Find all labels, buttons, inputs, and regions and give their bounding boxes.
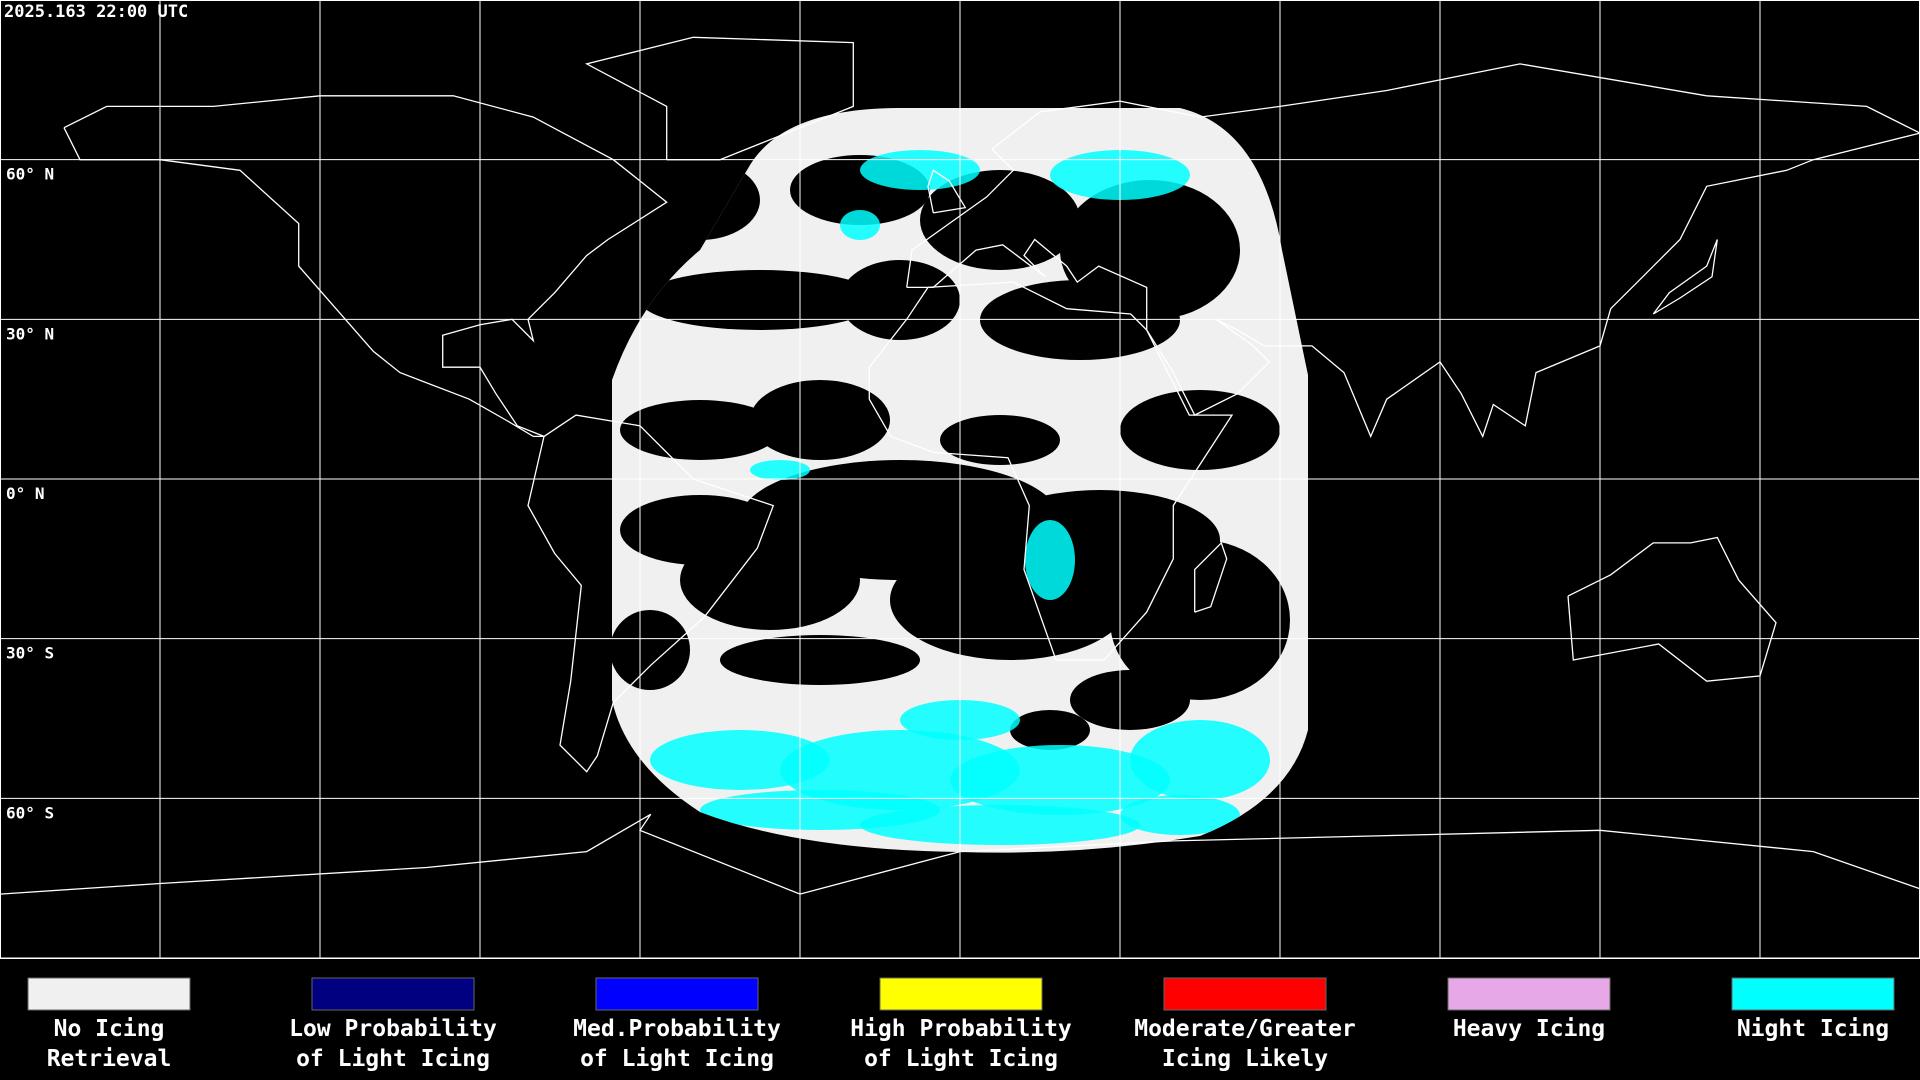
coastline: [906, 63, 1920, 439]
clear-sky: [1120, 390, 1280, 470]
legend-swatch: [311, 977, 475, 1011]
coastline: [1652, 239, 1718, 315]
clear-sky: [720, 635, 920, 685]
night-icing-area: [750, 460, 810, 480]
coastline: [63, 95, 668, 438]
legend: No Icing Retrieval Low Probability of Light…: [27, 977, 1895, 1072]
legend-label: Moderate/Greater: [1134, 1016, 1356, 1042]
legend-swatch: [1447, 977, 1611, 1011]
legend-swatch: [27, 977, 191, 1011]
coastline: [1567, 536, 1777, 682]
legend-label: High Probability: [850, 1016, 1072, 1042]
clear-sky: [1070, 670, 1190, 730]
legend-label: Icing Likely: [1162, 1046, 1328, 1072]
legend-label: of Light Icing: [580, 1046, 774, 1072]
clear-sky: [750, 380, 890, 460]
night-icing-area: [1130, 720, 1270, 800]
legend-label: Retrieval: [47, 1046, 172, 1072]
legend-label: Night Icing: [1737, 1016, 1889, 1042]
legend-swatch: [595, 977, 759, 1011]
timestamp: 2025.163 22:00 UTC: [4, 2, 188, 22]
coastline: [1194, 541, 1228, 613]
legend-label: No Icing: [54, 1016, 165, 1042]
night-icing-area: [1025, 520, 1075, 600]
coastline: [584, 36, 854, 161]
clear-sky: [980, 280, 1180, 360]
coastline: [868, 281, 1234, 661]
latitude-label: 30° N: [6, 324, 54, 343]
clear-sky: [890, 540, 1130, 660]
clear-sky: [640, 270, 880, 330]
clear-sky: [840, 260, 960, 340]
night-icing-area: [840, 210, 880, 240]
night-icing-area: [1120, 795, 1240, 835]
legend-label: Heavy Icing: [1453, 1016, 1605, 1042]
coastline: [527, 414, 775, 773]
legend-label: of Light Icing: [864, 1046, 1058, 1072]
clear-sky: [1010, 710, 1090, 750]
legend-swatch: [1731, 977, 1895, 1011]
legend-label: Low Probability: [289, 1016, 497, 1042]
latitude-label: 0° N: [6, 484, 45, 503]
clear-sky: [680, 530, 860, 630]
night-icing-area: [860, 150, 980, 190]
legend-label: of Light Icing: [296, 1046, 490, 1072]
clear-sky: [940, 415, 1060, 465]
latitude-label: 30° S: [6, 644, 54, 663]
legend-swatch: [879, 977, 1043, 1011]
legend-swatch: [1163, 977, 1327, 1011]
clear-sky: [1110, 540, 1290, 700]
night-icing-area: [950, 745, 1170, 815]
latitude-label: 60° N: [6, 165, 54, 184]
latitude-label: 60° S: [6, 803, 54, 822]
clear-sky: [612, 610, 690, 690]
night-icing-area: [860, 805, 1140, 845]
graticule: [0, 0, 1920, 959]
legend-label: Med.Probability: [573, 1016, 781, 1042]
